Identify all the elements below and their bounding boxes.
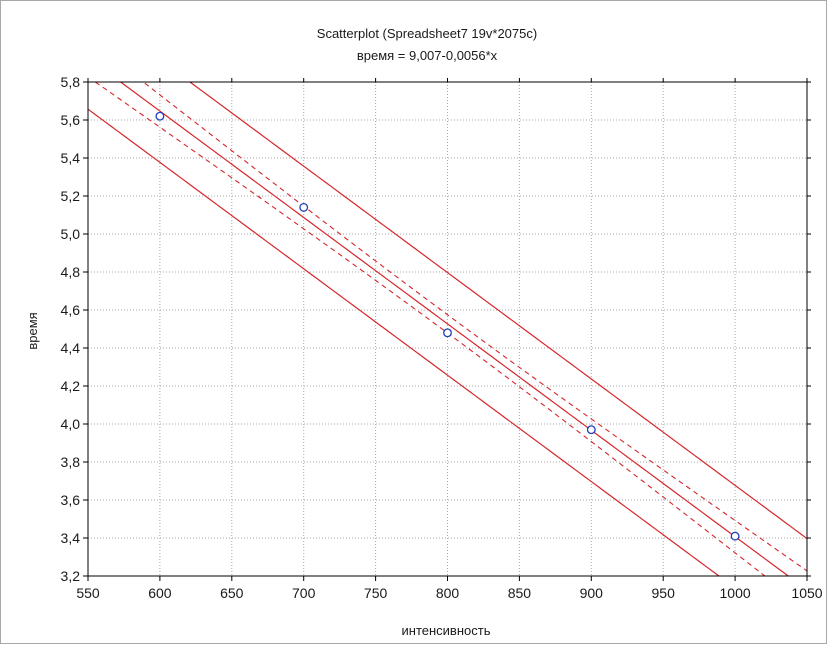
confidence-band-upper <box>142 82 807 572</box>
x-tick-label: 1050 <box>791 585 822 601</box>
axis-ticks: 550 600 650 700 750 800 850 900 950 1000 1050 3,2 3,… <box>61 74 823 601</box>
y-tick-label: 5,0 <box>61 226 81 242</box>
prediction-band-upper <box>188 82 807 540</box>
y-tick-label: 4,4 <box>61 340 81 356</box>
y-tick-label: 3,4 <box>61 530 81 546</box>
x-axis-label: интенсивность <box>402 623 491 638</box>
y-tick-label: 4,6 <box>61 302 81 318</box>
data-point <box>586 425 596 435</box>
y-tick-label: 5,8 <box>61 74 81 90</box>
x-tick-label: 950 <box>652 585 676 601</box>
x-tick-label: 750 <box>364 585 388 601</box>
prediction-band-lower <box>88 108 720 576</box>
chart-title: Scatterplot (Spreadsheet7 19v*2075c) <box>317 26 537 41</box>
y-tick-label: 4,8 <box>61 264 81 280</box>
y-tick-label: 3,8 <box>61 454 81 470</box>
x-tick-label: 600 <box>148 585 172 601</box>
data-point <box>443 328 452 338</box>
y-tick-label: 5,6 <box>61 112 81 128</box>
x-tick-label: 850 <box>508 585 532 601</box>
y-tick-label: 4,2 <box>61 378 81 394</box>
grid <box>88 82 807 576</box>
data-point <box>155 111 165 121</box>
chart-subtitle: время = 9,007-0,0056*x <box>357 48 498 63</box>
y-tick-label: 3,2 <box>61 568 81 584</box>
y-tick-label: 3,6 <box>61 492 81 508</box>
y-tick-label: 4,0 <box>61 416 81 432</box>
y-tick-label: 5,2 <box>61 188 81 204</box>
x-tick-label: 650 <box>220 585 244 601</box>
y-tick-label: 5,4 <box>61 150 81 166</box>
y-axis-label: время <box>25 312 40 349</box>
x-tick-label: 550 <box>76 585 100 601</box>
x-tick-label: 900 <box>580 585 604 601</box>
data-point <box>299 202 309 212</box>
x-tick-label: 700 <box>292 585 316 601</box>
data-point <box>730 531 740 541</box>
x-tick-label: 800 <box>436 585 460 601</box>
regression-line <box>119 82 790 576</box>
data-points <box>155 111 740 541</box>
x-tick-label: 1000 <box>720 585 751 601</box>
